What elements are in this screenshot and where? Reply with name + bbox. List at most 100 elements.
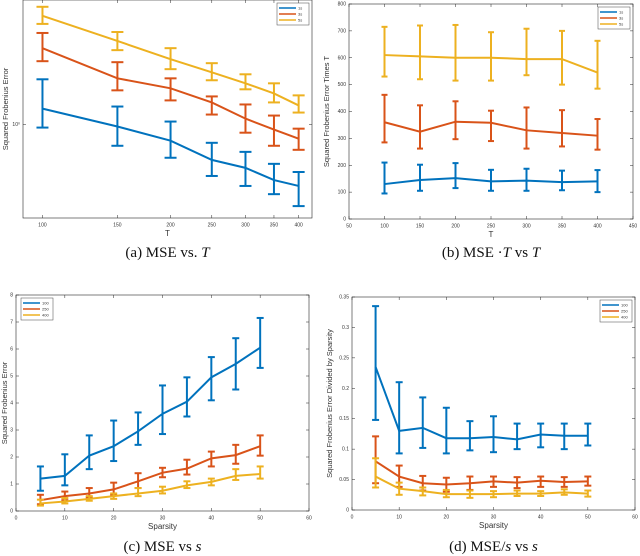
caption-text: (c) MSE vs	[123, 539, 196, 555]
x-tick-label: 400	[294, 223, 303, 229]
x-tick-label: 20	[111, 516, 117, 522]
legend-label: 1s	[619, 10, 623, 15]
series-1s	[381, 161, 601, 195]
x-tick-label: 300	[241, 223, 250, 229]
y-tick-label: 0	[343, 217, 346, 223]
y-tick-label: 600	[338, 55, 347, 61]
x-tick-label: 300	[522, 224, 531, 230]
caption-variable: T	[502, 245, 511, 261]
chart-a: 100 150 200 250 300 350 400 10⁰ T Squared Frobeni…	[1, 0, 313, 238]
x-tick-label: 100	[380, 224, 389, 230]
legend-label: 100	[621, 303, 628, 308]
x-tick-label: 200	[451, 224, 460, 230]
series-1s	[36, 78, 305, 208]
x-tick-label: 50	[257, 516, 263, 522]
x-tick-label: 150	[416, 224, 425, 230]
series-line	[375, 475, 588, 496]
legend-label: 3s	[619, 16, 623, 21]
caption-text: (d) MSE/	[449, 539, 506, 555]
y-tick-label: 2	[10, 455, 13, 461]
y-axis-label: Squared Frobenius Error	[0, 361, 9, 444]
y-axis-label: Squared Frobenius Error Divided by Spars…	[325, 329, 334, 478]
y-axis-label: Squared Frobenius Error	[1, 67, 10, 150]
x-axis-label: T	[165, 229, 170, 238]
x-tick-label: 350	[270, 223, 279, 229]
y-tick-label: 4	[10, 401, 13, 407]
y-tick-label: 7	[10, 320, 13, 326]
series-line	[40, 473, 261, 505]
chart-c: 0 10 20 30 40 50 60 0 1 2 3 4 5 6 7 8 Sparsity Squared Fr…	[0, 293, 312, 532]
caption-variable: s	[195, 539, 202, 555]
y-tick-label: 0.1	[342, 447, 349, 453]
x-tick-label: 50	[346, 224, 352, 230]
x-axis-label: T	[489, 230, 494, 239]
x-tick-label: 60	[632, 515, 638, 521]
series-5s	[36, 5, 305, 114]
y-tick-label: 6	[10, 347, 13, 353]
series-line	[40, 346, 261, 480]
y-tick-label: 0	[346, 508, 349, 514]
y-tick-label: 10⁰	[12, 122, 20, 128]
x-tick-label: 60	[306, 516, 312, 522]
legend-label: 250	[42, 307, 49, 312]
caption: (a) MSE vs. T	[125, 245, 209, 262]
y-tick-label: 0.25	[339, 355, 349, 361]
y-tick-label: 0.3	[342, 325, 349, 331]
series-400	[36, 465, 264, 507]
caption-variable: s	[532, 539, 538, 555]
y-tick-label: 1	[10, 482, 13, 488]
caption-text: (a) MSE vs.	[125, 245, 202, 261]
x-tick-label: 200	[166, 223, 175, 229]
x-tick-label: 30	[491, 515, 497, 521]
chart-d: 0 10 20 30 40 50 60 0 0.05 0.1 0.15 0.2 0.25 0.3 0.35 S…	[325, 295, 638, 531]
x-tick-label: 250	[487, 224, 496, 230]
caption-text: vs	[510, 245, 532, 261]
legend-label: 3s	[298, 12, 302, 17]
legend-label: 100	[42, 301, 49, 306]
y-tick-label: 700	[338, 28, 347, 34]
series-line	[40, 445, 261, 502]
series-400	[372, 457, 592, 499]
y-tick-label: 0.2	[342, 386, 349, 392]
y-axis-label: Squared Frobenius Error Times T	[322, 56, 331, 168]
caption: (c) MSE vs s	[124, 539, 202, 556]
series-3s	[36, 31, 305, 151]
x-axis-label: Sparsity	[148, 522, 177, 531]
y-tick-label: 400	[338, 109, 347, 115]
x-tick-label: 10	[62, 516, 68, 522]
x-tick-label: 0	[15, 516, 18, 522]
legend-label: 400	[621, 315, 628, 320]
y-tick-label: 100	[338, 190, 347, 196]
caption-variable: s	[505, 539, 512, 555]
y-tick-label: 500	[338, 82, 347, 88]
y-tick-label: 300	[338, 136, 347, 142]
x-tick-label: 10	[396, 515, 402, 521]
y-tick-label: 0	[10, 509, 13, 515]
legend-label: 1s	[298, 6, 302, 11]
legend-label: 5s	[298, 18, 302, 23]
y-tick-label: 800	[338, 2, 347, 8]
series-5s	[381, 23, 601, 90]
series-100	[36, 316, 264, 492]
y-tick-label: 200	[338, 163, 347, 169]
x-tick-label: 20	[444, 515, 450, 521]
x-tick-label: 150	[113, 223, 122, 229]
series-line	[374, 366, 588, 441]
series-line	[375, 460, 588, 486]
series-100	[372, 305, 592, 455]
caption-variable: T	[531, 245, 541, 261]
x-tick-label: 30	[160, 516, 166, 522]
caption: (b) MSE ·T vs T	[442, 245, 540, 262]
caption: (d) MSE/s vs s	[449, 539, 538, 556]
chart-b: 50 100 150 200 250 300 350 400 450 0 100 200 300 400 5…	[322, 2, 637, 240]
x-tick-label: 100	[38, 223, 47, 229]
x-tick-label: 40	[209, 516, 215, 522]
y-tick-label: 0.05	[339, 477, 349, 483]
x-tick-label: 250	[208, 223, 217, 229]
caption-text: (b) MSE ·	[441, 245, 503, 261]
caption-variable: T	[201, 245, 210, 261]
